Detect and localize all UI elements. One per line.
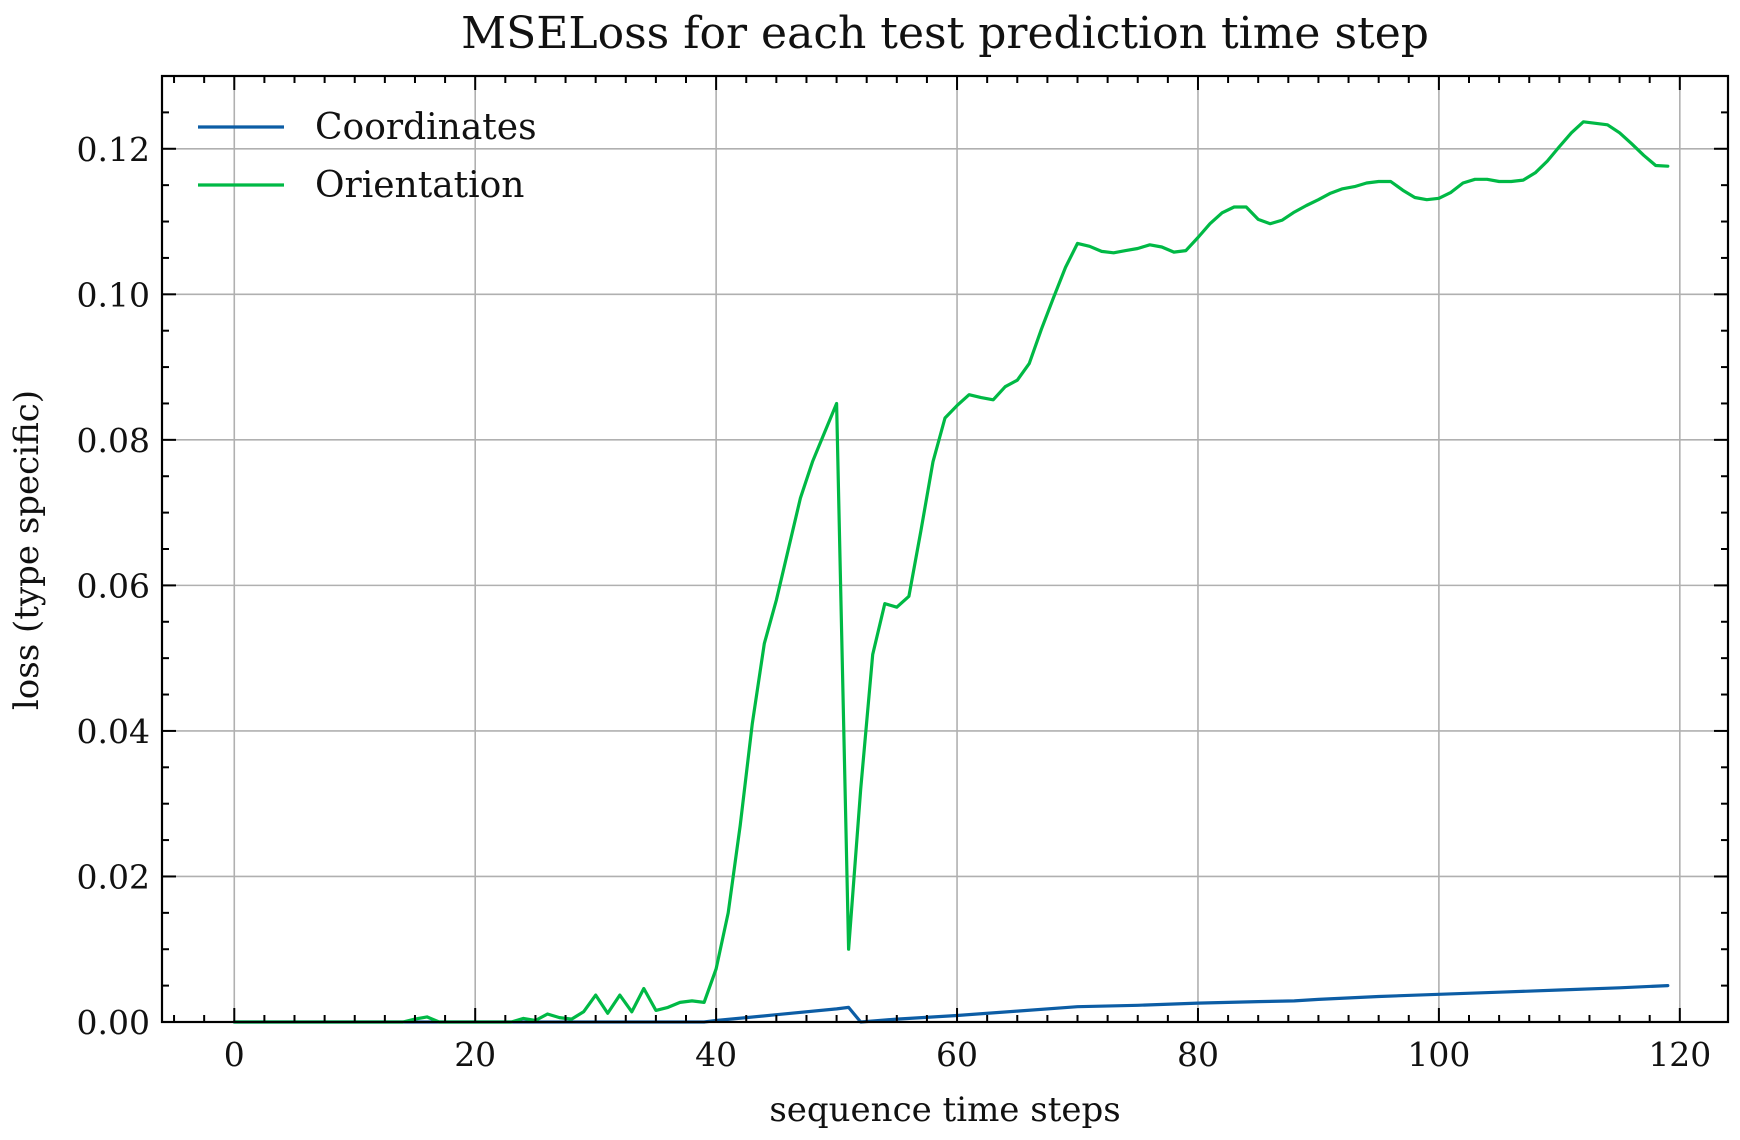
x-tick-label: 80	[1177, 1035, 1219, 1074]
legend: Coordinates Orientation	[198, 107, 537, 206]
x-tick-label: 20	[454, 1035, 496, 1074]
x-tick-label: 40	[695, 1035, 737, 1074]
x-tick-label: 60	[936, 1035, 978, 1074]
series-lines	[232, 120, 1670, 1024]
legend-label-coordinates: Coordinates	[315, 107, 537, 148]
y-axis-label: loss (type specific)	[7, 390, 47, 710]
series-line-coordinates	[232, 984, 1670, 1024]
series-line-orientation	[232, 120, 1670, 1024]
x-tick-label: 100	[1407, 1035, 1470, 1074]
y-tick-label: 0.12	[77, 130, 150, 169]
x-axis-label: sequence time steps	[769, 1090, 1120, 1130]
y-tick-label: 0.00	[77, 1003, 150, 1042]
legend-label-orientation: Orientation	[315, 165, 525, 206]
grid-lines	[162, 76, 1728, 1023]
y-tick-label: 0.04	[77, 712, 150, 751]
y-tick-label: 0.02	[77, 857, 150, 896]
axis-ticks: 0 20 40 60 80 100 120 0.00 0.02 0.04 0.06 0.08 0.10 0…	[77, 76, 1728, 1074]
y-tick-label: 0.08	[77, 421, 150, 460]
y-tick-label: 0.10	[77, 275, 150, 314]
x-tick-label: 0	[224, 1035, 245, 1074]
plot-frame	[160, 74, 1730, 1024]
y-tick-label: 0.06	[77, 566, 150, 605]
x-tick-label: 120	[1648, 1035, 1711, 1074]
chart-title: MSELoss for each test prediction time st…	[461, 8, 1429, 59]
